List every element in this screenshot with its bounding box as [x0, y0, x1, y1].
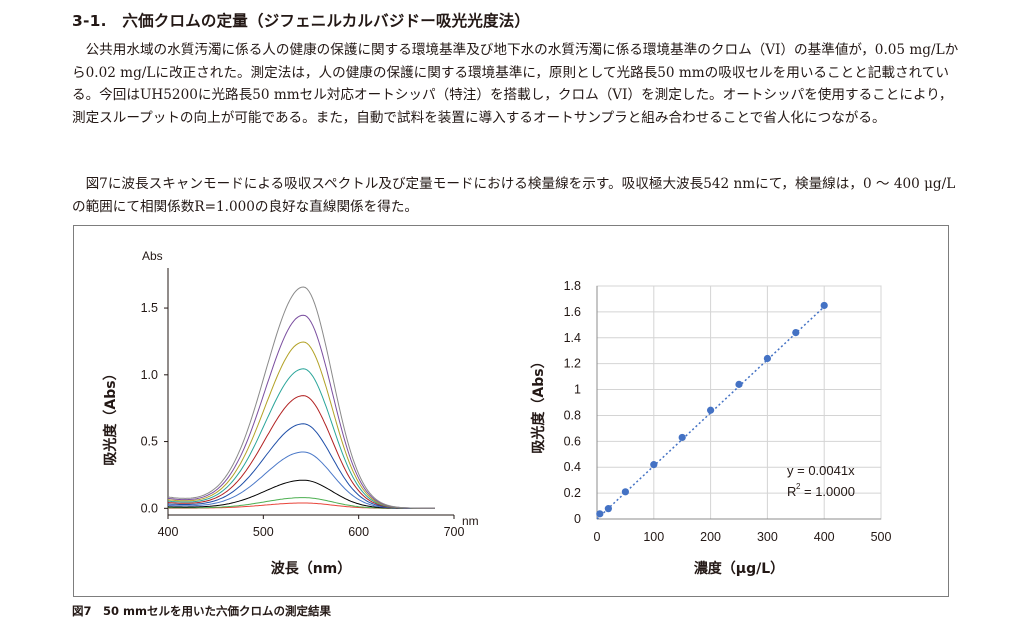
calibration-data-point — [650, 461, 658, 469]
calibration-data-point — [604, 505, 612, 513]
calibration-y-tick-label: 0.6 — [564, 434, 581, 448]
calibration-data-point — [596, 510, 604, 518]
spectrum-x-tick-label: 400 — [158, 525, 179, 539]
spectrum-x-unit: nm — [462, 514, 479, 528]
spectrum-y-tick-label: 1.0 — [141, 368, 158, 382]
calibration-y-tick-label: 0 — [574, 512, 581, 526]
calibration-x-tick-label: 0 — [594, 530, 601, 544]
spectrum-x-tick-label: 500 — [253, 525, 274, 539]
spectrum-y-tick-label: 0.0 — [141, 501, 158, 515]
calibration-y-tick-label: 1.2 — [564, 357, 581, 371]
calibration-y-tick-label: 1 — [574, 383, 581, 397]
spectrum-series-line — [167, 286, 435, 509]
spectrum-series-line — [167, 368, 435, 509]
calibration-x-tick-label: 200 — [700, 530, 721, 544]
calibration-data-point — [792, 329, 800, 337]
calibration-r2-letter: R — [787, 484, 796, 499]
calibration-data-point — [820, 301, 828, 310]
spectrum-x-tick-label: 600 — [348, 525, 369, 539]
spectrum-y-label: 吸光度（Abs） — [102, 366, 119, 465]
calibration-data-point — [763, 354, 772, 363]
calibration-y-tick-label: 1.6 — [564, 305, 581, 319]
body-paragraph-2: 図7に波長スキャンモードによる吸収スペクトル及び定量モードにおける検量線を示す。… — [72, 176, 956, 215]
calibration-x-label: 濃度（μg/L） — [694, 560, 784, 577]
calibration-y-label: 吸光度（Abs） — [530, 354, 547, 453]
spectrum-x-tick-label: 700 — [444, 525, 465, 539]
calibration-r2-value: = 1.0000 — [804, 484, 855, 499]
spectrum-chart: 400 500 600 700 0.0 0.5 1.0 1.5 Abs nm 波長（nm） 吸… — [102, 249, 479, 577]
figure-caption: 図7 50 mmセルを用いた六価クロムの測定結果 — [72, 604, 331, 618]
calibration-x-tick-label: 400 — [814, 530, 835, 544]
spectrum-y-unit: Abs — [142, 249, 163, 263]
calibration-equation: y = 0.0041x — [787, 463, 855, 478]
calibration-r2-sup: 2 — [796, 482, 801, 491]
calibration-data-point — [621, 488, 630, 496]
calibration-x-tick-label: 500 — [871, 530, 892, 544]
calibration-data-point — [678, 433, 686, 442]
figure-frame: 400 500 600 700 0.0 0.5 1.0 1.5 Abs nm 波長（nm） 吸… — [73, 225, 949, 597]
calibration-y-tick-label: 0.4 — [564, 460, 581, 474]
calibration-data-point — [707, 406, 715, 414]
spectrum-series-line — [167, 341, 435, 509]
body-paragraph-1: 公共用水域の水質汚濁に係る人の健康の保護に関する環境基準及び地下水の水質汚濁に係… — [72, 42, 959, 126]
figure-svg: 400 500 600 700 0.0 0.5 1.0 1.5 Abs nm 波長（nm） 吸… — [102, 249, 891, 577]
spectrum-x-label: 波長（nm） — [271, 560, 352, 577]
calibration-chart: 0 100 200 300 400 500 0 0.2 0.4 0.6 0.8 1 1.2 1.4 1.6 1… — [530, 279, 891, 577]
spectrum-y-tick-label: 1.5 — [141, 301, 158, 315]
calibration-y-tick-label: 0.8 — [564, 408, 581, 422]
calibration-x-tick-label: 300 — [757, 530, 778, 544]
spectrum-series-line — [167, 314, 435, 509]
spectrum-y-tick-label: 0.5 — [141, 435, 158, 449]
section-heading: 3-1. 六価クロムの定量（ジフェニルカルバジドー吸光光度法） — [72, 12, 531, 30]
calibration-y-tick-label: 1.4 — [564, 331, 581, 345]
calibration-x-tick-label: 100 — [643, 530, 664, 544]
calibration-data-point — [735, 380, 743, 388]
calibration-y-tick-label: 1.8 — [564, 279, 581, 293]
calibration-y-tick-label: 0.2 — [564, 486, 581, 500]
